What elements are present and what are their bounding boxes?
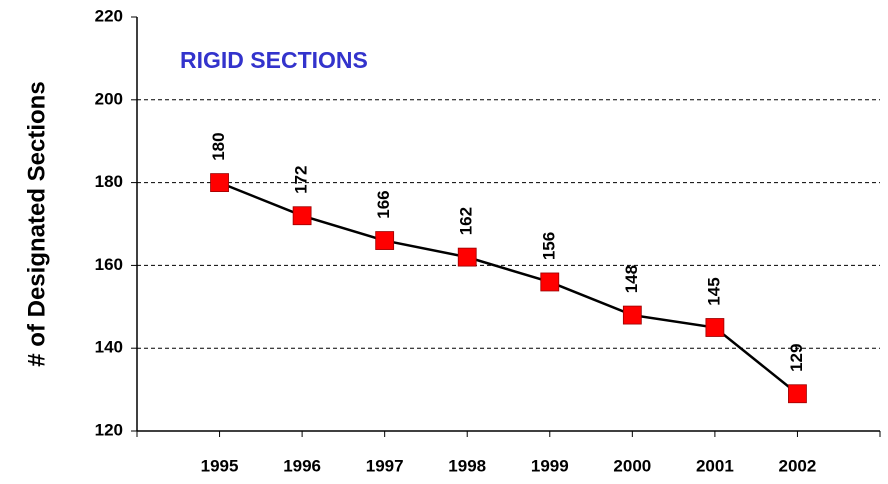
chart-title: RIGID SECTIONS <box>180 47 368 73</box>
x-tick-label: 2001 <box>696 456 734 475</box>
y-tick-label: 120 <box>95 420 123 439</box>
y-tick-label: 160 <box>95 255 123 274</box>
data-label: 129 <box>787 344 806 372</box>
x-tick-label: 1995 <box>201 456 239 475</box>
marker <box>457 247 477 267</box>
x-tick-label: 1999 <box>531 456 569 475</box>
data-label: 172 <box>292 166 311 194</box>
y-tick-label: 200 <box>95 89 123 108</box>
data-label: 156 <box>539 232 558 260</box>
marker <box>210 173 229 193</box>
y-tick-label: 140 <box>95 338 123 357</box>
y-tick-label: 180 <box>95 172 123 191</box>
marker <box>622 305 642 325</box>
x-tick-label: 1996 <box>283 456 321 475</box>
x-tick-label: 1998 <box>448 456 486 475</box>
series-line <box>219 181 799 395</box>
data-label: 166 <box>374 190 393 218</box>
marker <box>375 231 395 250</box>
data-label: 162 <box>457 207 476 235</box>
marker <box>705 318 725 337</box>
x-tick-label: 1997 <box>366 456 404 475</box>
y-axis-label: # of Designated Sections <box>23 81 50 366</box>
y-tick-label: 220 <box>95 6 123 25</box>
data-label: 180 <box>209 132 228 160</box>
x-tick-label: 2002 <box>779 456 817 475</box>
marker <box>540 272 560 292</box>
data-label: 145 <box>704 277 723 305</box>
data-label: 148 <box>622 265 641 293</box>
marker <box>788 384 807 404</box>
x-tick-label: 2000 <box>613 456 651 475</box>
marker <box>292 206 312 226</box>
